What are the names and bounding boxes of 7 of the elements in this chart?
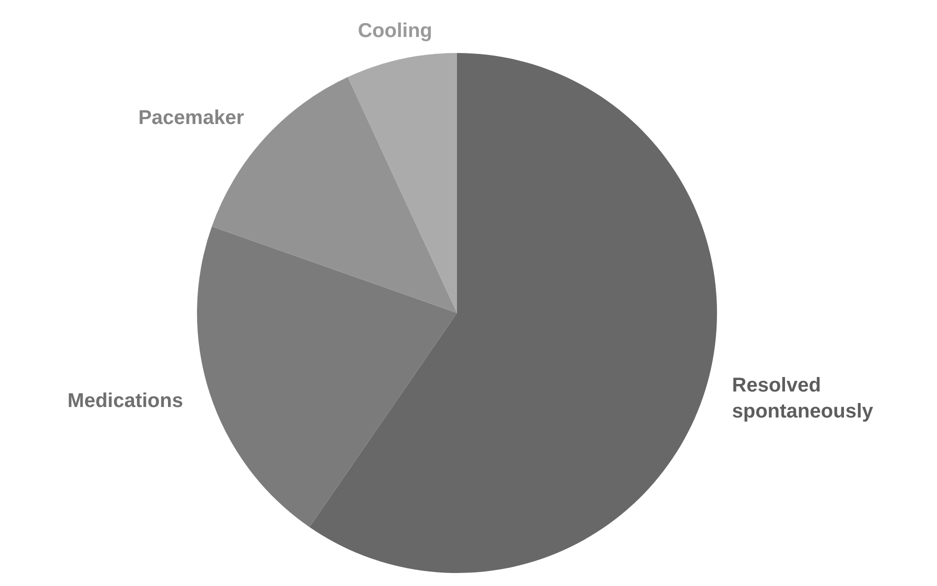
slice-label: Medications xyxy=(68,390,184,412)
slice-label: Pacemaker xyxy=(138,107,244,130)
pie-slice xyxy=(197,226,457,528)
slice-label: Cooling xyxy=(358,20,432,42)
pie-slice xyxy=(310,53,717,573)
slice-label: Resolved spontaneously xyxy=(732,374,874,423)
pie-slice xyxy=(348,53,457,313)
